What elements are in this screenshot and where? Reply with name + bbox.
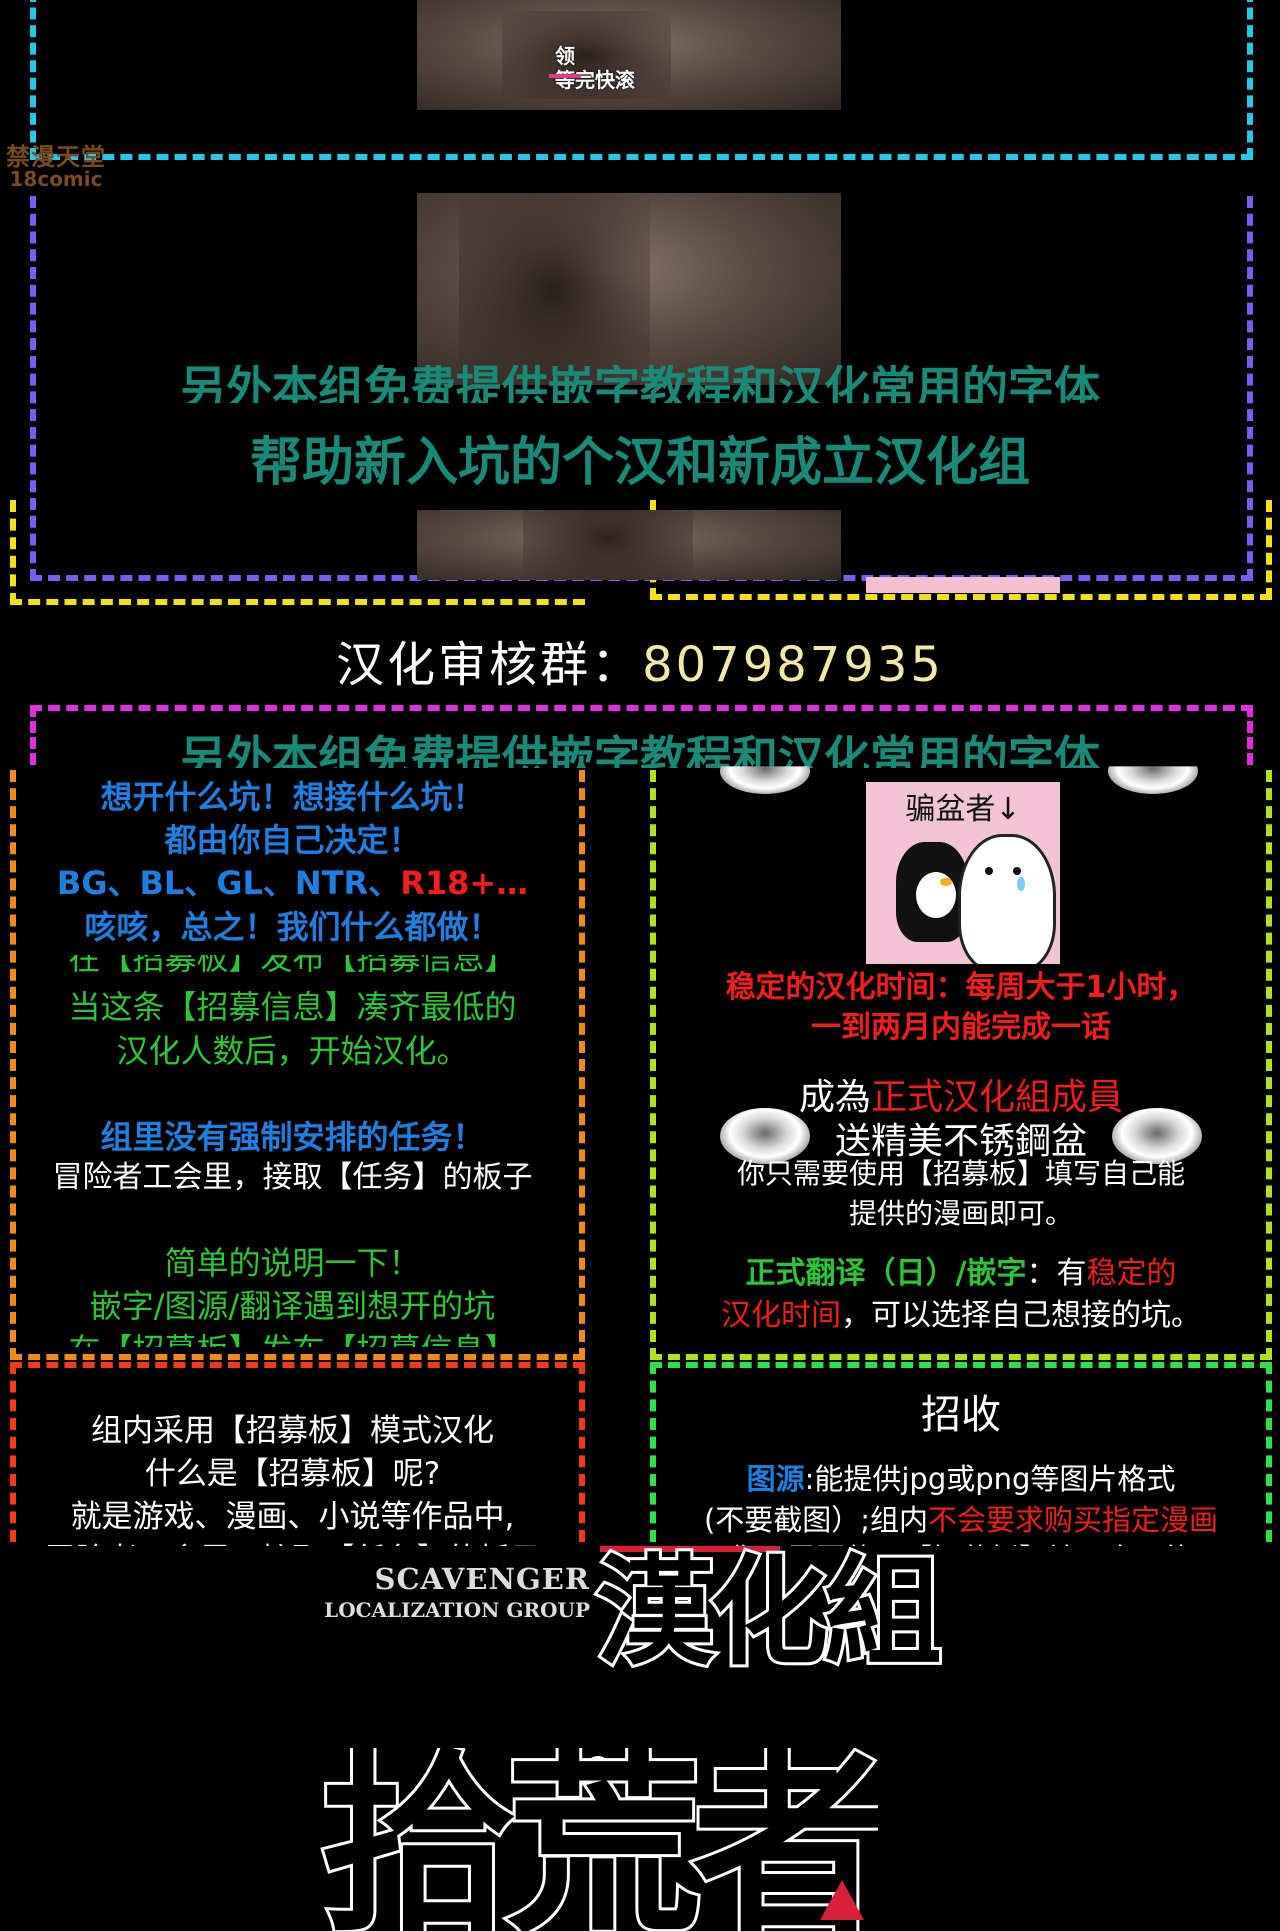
right-r7-mid: ：有 <box>1026 1256 1087 1291</box>
bottom-left-b2: 什么是【招募板】呢? <box>144 1456 441 1492</box>
frame-orange <box>10 770 585 1360</box>
left-l3-genres: BG、BL、GL、NTR、 <box>56 864 401 902</box>
logo-cn-top: 漢化組 <box>593 1543 945 1681</box>
frame-green <box>650 1362 1272 1542</box>
logo-cn-big: 拾荒者 <box>320 1748 879 1931</box>
meme-image: 骗盆者↓ <box>866 782 1060 964</box>
banner-repeat-cut-line: 另外本组免费提供嵌字教程和汉化常用的字体 <box>180 731 1100 768</box>
bottom-right-c3-cut: 你只需要使用【招募板】填写自己能 <box>650 1536 1272 1546</box>
steel-basin-icon <box>720 1108 810 1164</box>
left-l3-r18: R18+… <box>400 864 529 902</box>
frame-yellow-left <box>10 500 585 605</box>
logo-red-triangle <box>820 1880 864 1920</box>
left-l12-cut: 在【招募板】发布【招募信息】 <box>0 1325 585 1347</box>
logo-en-line2: LOCALIZATION GROUP <box>324 1598 590 1622</box>
bottom-right-c2-text: (不要截图）;组内 <box>703 1503 929 1537</box>
meme-caption: 骗盆者↓ <box>905 792 1021 827</box>
bottom-left-b3: 就是游戏、漫画、小说等作品中, <box>70 1499 515 1535</box>
right-r8-rest: ，可以选择自己想接的坑。 <box>841 1298 1201 1333</box>
right-r3-member: 正式汉化組成員 <box>871 1077 1124 1118</box>
bottom-left-b1: 组内采用【招募板】模式汉化 <box>91 1413 494 1449</box>
right-r7-stable: 稳定的 <box>1086 1256 1177 1291</box>
subtitle-top: 领 <box>555 44 575 68</box>
bottom-right-title: 招收 <box>921 1392 1001 1438</box>
right-r4: 送精美不锈鋼盆 <box>834 1121 1087 1162</box>
right-r2: 一到两月内能完成一话 <box>811 1010 1111 1045</box>
subtitle-main: 等完快滚 <box>555 68 635 92</box>
right-r7-role: 正式翻译（日）/嵌字 <box>745 1256 1027 1291</box>
left-l6: 当这条【招募信息】凑齐最低的 <box>68 988 517 1026</box>
logo-en-line1: SCAVENGER <box>374 1562 590 1596</box>
qq-group: 汉化审核群：807987935 <box>0 625 1280 695</box>
bottom-right-c1-text: :能提供jpg或png等图片格式 <box>804 1462 1176 1496</box>
right-r3-prefix: 成為 <box>798 1077 871 1118</box>
left-l9: 冒险者工会里，接取【任务】的板子 <box>52 1160 533 1195</box>
right-r8: 汉化时间，可以选择自己想接的坑。 <box>650 1290 1272 1334</box>
right-r6: 提供的漫画即可。 <box>848 1197 1073 1230</box>
qq-group-number: 807987935 <box>642 637 944 693</box>
banner-cut-line: 另外本组免费提供嵌字教程和汉化常用的字体 <box>180 365 1100 403</box>
left-l3: BG、BL、GL、NTR、R18+… <box>0 858 585 904</box>
left-l1: 想开什么坑！想接什么坑！ <box>100 778 485 816</box>
left-l11: 嵌字/图源/翻译遇到想开的坑 <box>89 1287 496 1325</box>
photo-top: 领 等完快滚 <box>417 0 841 110</box>
frame-magenta <box>30 705 1253 765</box>
left-l8: 组里没有强制安排的任务！ <box>100 1118 485 1156</box>
left-l2: 都由你自己决定！ <box>164 821 421 859</box>
subtitle-strike <box>549 74 581 78</box>
seal-icon <box>958 834 1056 964</box>
bottom-right-c2: (不要截图）;组内不会要求购买指定漫画 <box>650 1497 1272 1539</box>
watermark-logo: 禁漫天堂 18comic <box>4 145 108 189</box>
watermark-line2: 18comic <box>9 167 103 191</box>
bottom-right-c1-label: 图源 <box>746 1462 805 1496</box>
left-l10: 简单的说明一下！ <box>164 1244 421 1282</box>
frame-lime <box>650 770 1272 1360</box>
bottom-left-b4-cut: 冒险者工会里，接取【任务】的板子 <box>0 1534 585 1546</box>
right-r8-time: 汉化时间 <box>721 1298 841 1333</box>
left-l5-cut: 在【招募板】发布【招募信息】 <box>0 955 585 973</box>
banner-line2: 帮助新入坑的个汉和新成立汉化组 <box>249 433 1030 493</box>
left-l4: 咳咳，总之！我们什么都做！ <box>84 908 501 946</box>
frame-red <box>10 1362 585 1542</box>
qq-group-label: 汉化审核群： <box>336 637 643 693</box>
left-l7: 汉化人数后，开始汉化。 <box>116 1032 469 1070</box>
right-r1: 稳定的汉化时间：每周大于1小时， <box>725 970 1197 1005</box>
watermark-line1: 禁漫天堂 <box>6 143 106 171</box>
right-r3: 成為正式汉化組成員 <box>650 1068 1272 1120</box>
bottom-right-c2-red: 不会要求购买指定漫画 <box>928 1503 1219 1537</box>
right-r7: 正式翻译（日）/嵌字：有稳定的 <box>650 1248 1272 1292</box>
photo-middle <box>417 193 841 385</box>
meme-strip-top <box>866 577 1060 593</box>
right-r5: 你只需要使用【招募板】填写自己能 <box>736 1157 1185 1190</box>
bottom-right-c1: 图源:能提供jpg或png等图片格式 <box>650 1456 1272 1498</box>
photo-lower <box>417 510 841 580</box>
steel-basin-icon <box>1112 1108 1202 1164</box>
penguin-icon <box>896 842 968 942</box>
logo-x-icon: × <box>585 1756 611 1782</box>
logo-red-accent <box>600 1546 780 1552</box>
frame-cyan <box>30 0 1253 160</box>
